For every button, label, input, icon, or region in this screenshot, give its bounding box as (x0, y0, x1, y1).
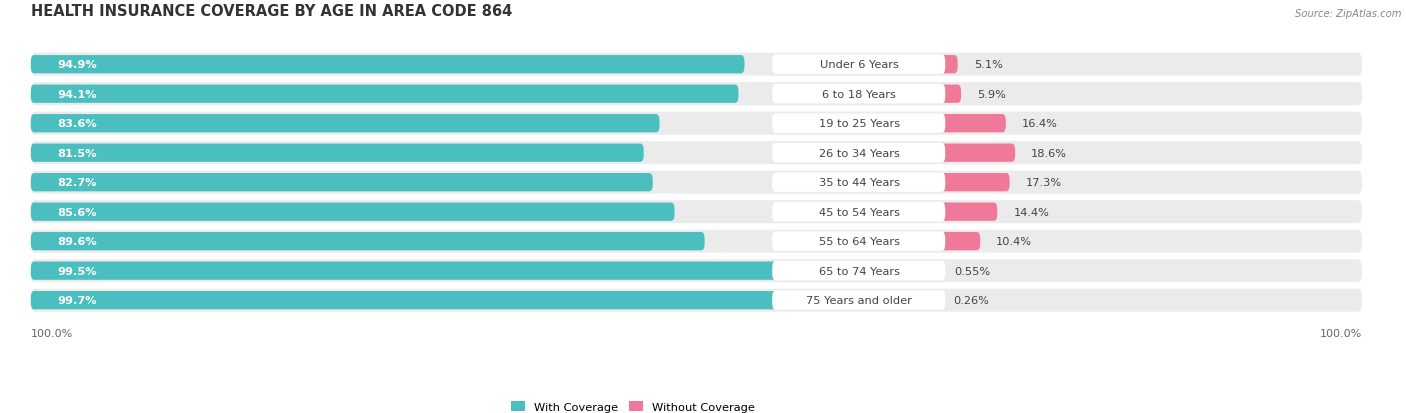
FancyBboxPatch shape (31, 230, 1362, 253)
Text: 100.0%: 100.0% (31, 328, 73, 338)
Text: 16.4%: 16.4% (1022, 119, 1057, 129)
FancyBboxPatch shape (772, 261, 945, 281)
FancyBboxPatch shape (936, 203, 997, 221)
Text: 94.1%: 94.1% (58, 90, 97, 100)
FancyBboxPatch shape (772, 55, 945, 75)
Text: 100.0%: 100.0% (1320, 328, 1362, 338)
Text: 6 to 18 Years: 6 to 18 Years (823, 90, 897, 100)
FancyBboxPatch shape (31, 291, 780, 310)
FancyBboxPatch shape (31, 173, 652, 192)
Text: 81.5%: 81.5% (58, 148, 97, 158)
FancyBboxPatch shape (936, 56, 957, 74)
Text: 99.7%: 99.7% (58, 295, 97, 306)
Text: 17.3%: 17.3% (1025, 178, 1062, 188)
FancyBboxPatch shape (936, 233, 980, 251)
FancyBboxPatch shape (31, 262, 779, 280)
FancyBboxPatch shape (31, 203, 675, 221)
Text: 75 Years and older: 75 Years and older (807, 295, 912, 306)
Text: 99.5%: 99.5% (58, 266, 97, 276)
Text: 5.9%: 5.9% (977, 90, 1005, 100)
Text: Source: ZipAtlas.com: Source: ZipAtlas.com (1295, 9, 1402, 19)
FancyBboxPatch shape (936, 144, 1015, 162)
FancyBboxPatch shape (772, 114, 945, 133)
FancyBboxPatch shape (936, 115, 1005, 133)
FancyBboxPatch shape (936, 173, 1010, 192)
Legend: With Coverage, Without Coverage: With Coverage, Without Coverage (512, 401, 755, 412)
Text: 26 to 34 Years: 26 to 34 Years (818, 148, 900, 158)
Text: 14.4%: 14.4% (1014, 207, 1049, 217)
Text: 45 to 54 Years: 45 to 54 Years (818, 207, 900, 217)
Text: 94.9%: 94.9% (58, 60, 97, 70)
FancyBboxPatch shape (31, 289, 1362, 312)
Text: 0.26%: 0.26% (953, 295, 988, 306)
Text: 5.1%: 5.1% (973, 60, 1002, 70)
FancyBboxPatch shape (772, 173, 945, 192)
FancyBboxPatch shape (31, 259, 1362, 282)
Text: 10.4%: 10.4% (997, 237, 1032, 247)
Text: Under 6 Years: Under 6 Years (820, 60, 898, 70)
Text: HEALTH INSURANCE COVERAGE BY AGE IN AREA CODE 864: HEALTH INSURANCE COVERAGE BY AGE IN AREA… (31, 5, 512, 19)
Text: 85.6%: 85.6% (58, 207, 97, 217)
FancyBboxPatch shape (31, 112, 1362, 135)
Text: 83.6%: 83.6% (58, 119, 97, 129)
Text: 82.7%: 82.7% (58, 178, 97, 188)
FancyBboxPatch shape (772, 144, 945, 163)
FancyBboxPatch shape (31, 85, 738, 104)
FancyBboxPatch shape (31, 233, 704, 251)
FancyBboxPatch shape (936, 85, 962, 104)
FancyBboxPatch shape (772, 85, 945, 104)
Text: 65 to 74 Years: 65 to 74 Years (818, 266, 900, 276)
FancyBboxPatch shape (772, 232, 945, 251)
FancyBboxPatch shape (31, 56, 745, 74)
Text: 19 to 25 Years: 19 to 25 Years (818, 119, 900, 129)
FancyBboxPatch shape (936, 262, 938, 280)
FancyBboxPatch shape (772, 202, 945, 222)
Text: 35 to 44 Years: 35 to 44 Years (818, 178, 900, 188)
FancyBboxPatch shape (31, 171, 1362, 194)
FancyBboxPatch shape (31, 201, 1362, 223)
FancyBboxPatch shape (31, 83, 1362, 106)
FancyBboxPatch shape (31, 115, 659, 133)
Text: 55 to 64 Years: 55 to 64 Years (818, 237, 900, 247)
FancyBboxPatch shape (772, 291, 945, 310)
FancyBboxPatch shape (31, 144, 644, 162)
FancyBboxPatch shape (31, 54, 1362, 76)
Text: 18.6%: 18.6% (1031, 148, 1067, 158)
FancyBboxPatch shape (31, 142, 1362, 165)
Text: 89.6%: 89.6% (58, 237, 97, 247)
Text: 0.55%: 0.55% (955, 266, 990, 276)
